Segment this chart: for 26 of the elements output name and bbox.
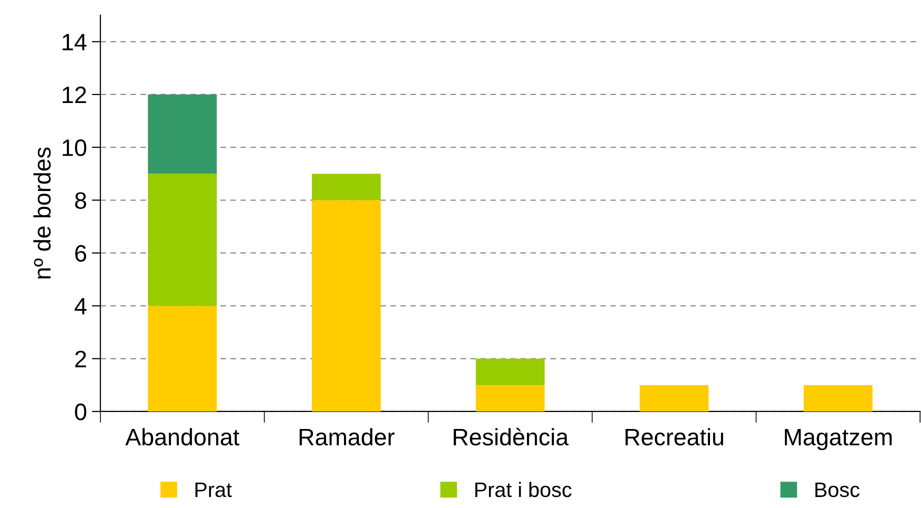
x-tick-label: Recreatiu [626, 428, 724, 446]
y-tick-label: 4 [74, 298, 87, 314]
bar [312, 174, 381, 200]
x-tick-label: Abandonat [125, 428, 240, 446]
bar [148, 174, 217, 306]
y-tick-label: 6 [75, 245, 86, 262]
y-tick-label: 8 [75, 192, 86, 209]
y-tick-label: 2 [75, 350, 86, 368]
bar [312, 200, 381, 412]
bar [804, 385, 873, 412]
y-axis-title: nº de bordes [33, 148, 51, 278]
bar [476, 385, 545, 412]
x-tick-label: Ramader [300, 428, 394, 446]
y-tick-label: 12 [62, 86, 86, 104]
y-tick-label: 10 [62, 139, 86, 156]
legend-label: Bosc [815, 482, 860, 498]
bar [148, 94, 217, 174]
x-tick-label: Residència [454, 428, 569, 446]
y-tick-label: 0 [74, 404, 86, 420]
bar [476, 358, 545, 386]
x-tick-label: Magatzem [784, 429, 892, 450]
bar [640, 385, 709, 412]
legend-label: Prat [195, 482, 232, 498]
legend-label: Prat i bosc [475, 482, 572, 498]
y-tick-label: 14 [62, 34, 87, 50]
bar [148, 306, 217, 412]
